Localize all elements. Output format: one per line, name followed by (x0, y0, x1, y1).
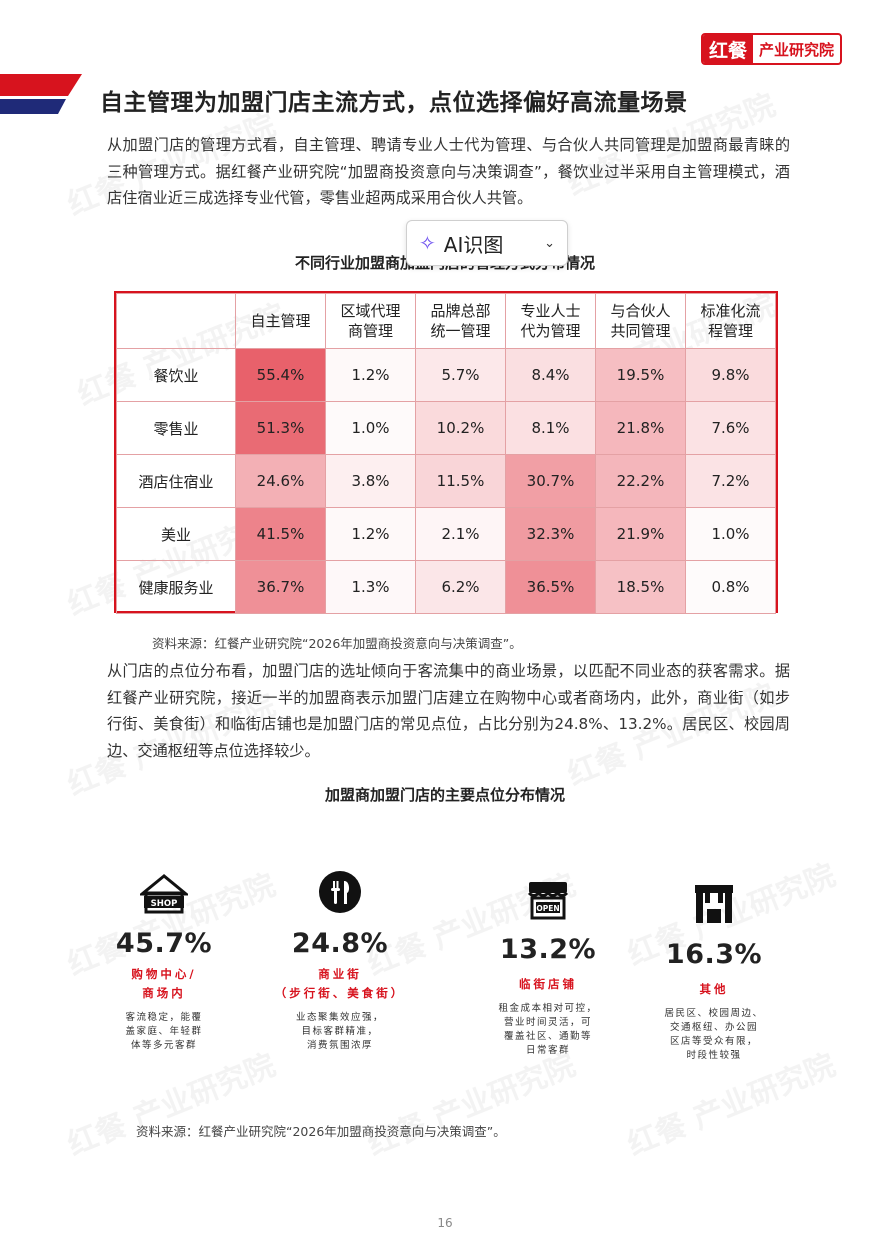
table-cell: 2.1% (415, 507, 506, 561)
table-cell: 5.7% (415, 348, 506, 402)
sparkle-icon: ✧ (419, 231, 436, 255)
storefront-icon (695, 885, 733, 923)
table-cell: 21.8% (595, 401, 686, 455)
row-label: 餐饮业 (116, 348, 236, 402)
table-cell: 8.4% (505, 348, 596, 402)
ai-recognize-button[interactable]: ✧ AI识图 ⌄ (406, 220, 568, 266)
location-item-street: 24.8% 商业街 （步行街、美食街） 业态聚集效应强， 目标客群精准， 消费氛围浓厚 (262, 870, 418, 1053)
svg-text:OPEN: OPEN (536, 904, 559, 913)
table-header-cell: 自主管理 (235, 293, 326, 349)
table-row: 健康服务业 36.7% 1.3% 6.2% 36.5% 18.5% 0.8% (116, 560, 776, 614)
table-cell: 32.3% (505, 507, 596, 561)
location-pct: 16.3% (665, 939, 763, 970)
locations-title: 加盟商加盟门店的主要点位分布情况 (324, 786, 565, 804)
location-desc: 客流稳定，能覆 盖家庭、年轻群 体等多元客群 (125, 1012, 203, 1051)
table-cell: 36.5% (505, 560, 596, 614)
table-cell: 10.2% (415, 401, 506, 455)
chevron-down-icon[interactable]: ⌄ (544, 235, 555, 251)
watermark: 红餐 产业研究院 (362, 1047, 581, 1163)
dining-icon (319, 871, 361, 913)
location-label: 临街店铺 (519, 977, 577, 991)
title-band-icon (0, 74, 82, 114)
table-cell: 0.8% (685, 560, 776, 614)
row-label: 美业 (116, 507, 236, 561)
brand-logo: 红餐 产业研究院 (700, 33, 842, 65)
location-label: 其他 (699, 982, 729, 996)
source-note: 资料来源：红餐产业研究院“2026年加盟商投资意向与决策调查”。 (152, 636, 522, 651)
table-header-cell: 与合伙人 共同管理 (595, 293, 686, 349)
row-label: 零售业 (116, 401, 236, 455)
location-desc: 居民区、校园周边、 交通枢纽、办公园 区店等受众有限， 时段性较强 (664, 1008, 764, 1061)
table-cell: 7.6% (685, 401, 776, 455)
table-header-cell: 专业人士 代为管理 (505, 293, 596, 349)
table-cell: 1.0% (685, 507, 776, 561)
table-row: 酒店住宿业 24.6% 3.8% 11.5% 30.7% 22.2% 7.2% (116, 454, 776, 508)
table-cell: 1.2% (325, 507, 416, 561)
location-desc: 租金成本相对可控， 营业时间灵活，可 覆盖社区、通勤等 日常客群 (498, 1003, 598, 1056)
brand-name: 产业研究院 (758, 40, 834, 59)
location-pct: 24.8% (291, 928, 389, 959)
table-row: 零售业 51.3% 1.0% 10.2% 8.1% 21.8% 7.6% (116, 401, 776, 455)
table-corner-cell (116, 293, 236, 349)
location-pct: 45.7% (115, 928, 213, 959)
table-cell: 7.2% (685, 454, 776, 508)
location-label: 商业街 （步行街、美食街） (274, 967, 406, 1000)
table-cell: 55.4% (235, 348, 326, 402)
source-note-2: 资料来源：红餐产业研究院“2026年加盟商投资意向与决策调查”。 (136, 1124, 506, 1139)
table-cell: 1.0% (325, 401, 416, 455)
table-cell: 24.6% (235, 454, 326, 508)
table-cell: 51.3% (235, 401, 326, 455)
table-cell: 41.5% (235, 507, 326, 561)
brand-logo-mark: 红餐 (702, 35, 753, 63)
watermark: 红餐 产业研究院 (62, 1047, 281, 1163)
table-cell: 9.8% (685, 348, 776, 402)
ai-recognize-label: AI识图 (443, 232, 504, 257)
table-header-cell: 品牌总部 统一管理 (415, 293, 506, 349)
shop-icon: SHOP (140, 874, 188, 914)
table-cell: 36.7% (235, 560, 326, 614)
table-cell: 21.9% (595, 507, 686, 561)
table-header-cell: 标准化流 程管理 (685, 293, 776, 349)
table-cell: 6.2% (415, 560, 506, 614)
row-label: 酒店住宿业 (116, 454, 236, 508)
page-title: 自主管理为加盟门店主流方式，点位选择偏好高流量场景 (100, 90, 688, 116)
table-header-row: 自主管理 区域代理 商管理 品牌总部 统一管理 专业人士 代为管理 与合伙人 共同管理 标准化流程… (116, 293, 776, 349)
management-table: 自主管理 区域代理 商管理 品牌总部 统一管理 专业人士 代为管理 与合伙人 共同管理 标准化流程… (114, 291, 778, 614)
open-store-icon: OPEN (527, 882, 569, 920)
location-label: 购物中心/商场内 (131, 967, 197, 1000)
table-cell: 1.2% (325, 348, 416, 402)
intro-paragraph: 从加盟门店的管理方式看，自主管理、聘请专业人士代为管理、与合伙人共同管理是加盟商… (107, 136, 790, 207)
location-item-other: 16.3% 其他 居民区、校园周边、 交通枢纽、办公园 区店等受众有限， 时段性较强 (648, 883, 780, 1063)
table-cell: 8.1% (505, 401, 596, 455)
location-pct: 13.2% (499, 934, 597, 965)
table-cell: 19.5% (595, 348, 686, 402)
location-item-streetfront: OPEN 13.2% 临街店铺 租金成本相对可控， 营业时间灵活，可 覆盖社区、通勤… (478, 880, 618, 1058)
table-header-cell: 区域代理 商管理 (325, 293, 416, 349)
location-paragraph: 从门店的点位分布看，加盟门店的选址倾向于客流集中的商业场景，以匹配不同业态的获客… (107, 662, 790, 760)
page-number: 16 (437, 1216, 453, 1230)
table-cell: 30.7% (505, 454, 596, 508)
table-cell: 1.3% (325, 560, 416, 614)
table-row: 美业 41.5% 1.2% 2.1% 32.3% 21.9% 1.0% (116, 507, 776, 561)
row-label: 健康服务业 (116, 560, 236, 614)
location-item-mall: SHOP 45.7% 购物中心/商场内 客流稳定，能覆 盖家庭、年轻群 体等多元客群 (100, 874, 228, 1053)
table-cell: 3.8% (325, 454, 416, 508)
table-cell: 11.5% (415, 454, 506, 508)
table-row: 餐饮业 55.4% 1.2% 5.7% 8.4% 19.5% 9.8% (116, 348, 776, 402)
table-cell: 22.2% (595, 454, 686, 508)
table-cell: 18.5% (595, 560, 686, 614)
location-desc: 业态聚集效应强， 目标客群精准， 消费氛围浓厚 (295, 1012, 384, 1051)
svg-text:SHOP: SHOP (151, 899, 178, 909)
